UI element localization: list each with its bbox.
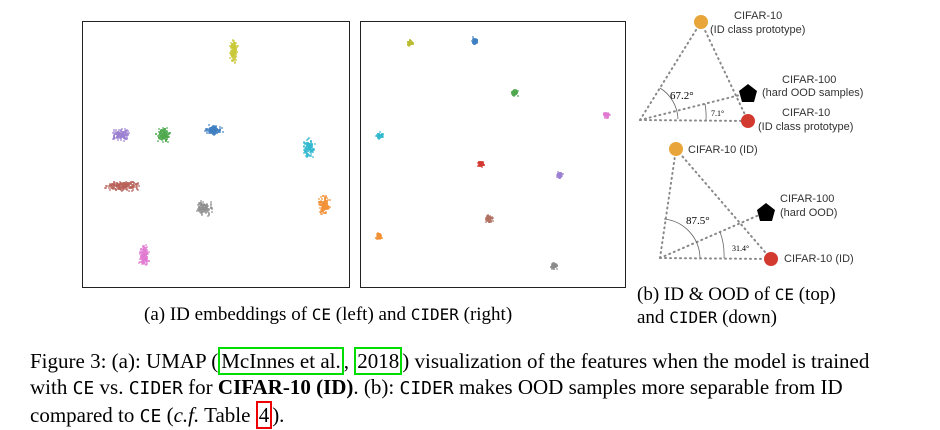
top-id-sub: (ID class prototype) (710, 24, 805, 36)
bottom-id2-label: CIFAR-10 (ID) (784, 253, 854, 265)
caption-line-2: with CE vs. CIDER for CIFAR-10 (ID). (b)… (30, 375, 843, 399)
bottom-angle-large: 87.5° (686, 215, 710, 227)
table-ref-link[interactable]: 4 (255, 401, 273, 429)
umap-ce-plot (82, 21, 350, 288)
panel-b-caption: (b) ID & OOD of CE (top) and CIDER (down… (637, 284, 836, 328)
angle-diagram: 67.2° 7.1° CIFAR-10 (ID class prototype)… (639, 10, 863, 266)
top-diagram: 67.2° 7.1° CIFAR-10 (ID class prototype)… (639, 10, 863, 133)
citation-author-link[interactable]: McInnes et al. (218, 347, 344, 375)
umap-cider-plot (360, 21, 626, 288)
top-ood-label: CIFAR-100 (782, 74, 836, 86)
bottom-diagram: 87.5° 31.4° CIFAR-10 (ID) CIFAR-100 (har… (659, 142, 854, 266)
figure-caption: Figure 3: (a): UMAP (McInnes et al., 201… (30, 347, 934, 430)
panel-a-caption: (a) ID embeddings of CE (left) and CIDER… (144, 304, 513, 325)
bottom-ood-label: CIFAR-100 (780, 193, 834, 205)
top-id-prototype2-marker (741, 114, 755, 128)
citation-year-link[interactable]: 2018 (354, 347, 403, 375)
caption-line-3: compared to CE (c.f. Table 4). (30, 401, 285, 429)
top-angle-large: 67.2° (670, 90, 694, 102)
top-angle-small: 7.1° (711, 109, 724, 118)
top-id2-sub: (ID class prototype) (758, 121, 853, 133)
top-id2-label: CIFAR-10 (782, 107, 830, 119)
top-ood-marker (739, 84, 757, 102)
caption-line-1: Figure 3: (a): UMAP (McInnes et al., 201… (30, 347, 870, 375)
bottom-id2-marker (764, 252, 778, 266)
top-id-label: CIFAR-10 (734, 10, 782, 22)
bottom-id-label: CIFAR-10 (ID) (688, 144, 758, 156)
top-id-prototype-marker (694, 15, 708, 29)
bottom-angle-small: 31.4° (732, 244, 749, 253)
bottom-id-marker (669, 142, 683, 156)
top-ood-sub: (hard OOD samples) (762, 87, 863, 99)
bottom-ood-sub: (hard OOD) (780, 207, 837, 219)
bottom-ood-marker (757, 203, 775, 221)
